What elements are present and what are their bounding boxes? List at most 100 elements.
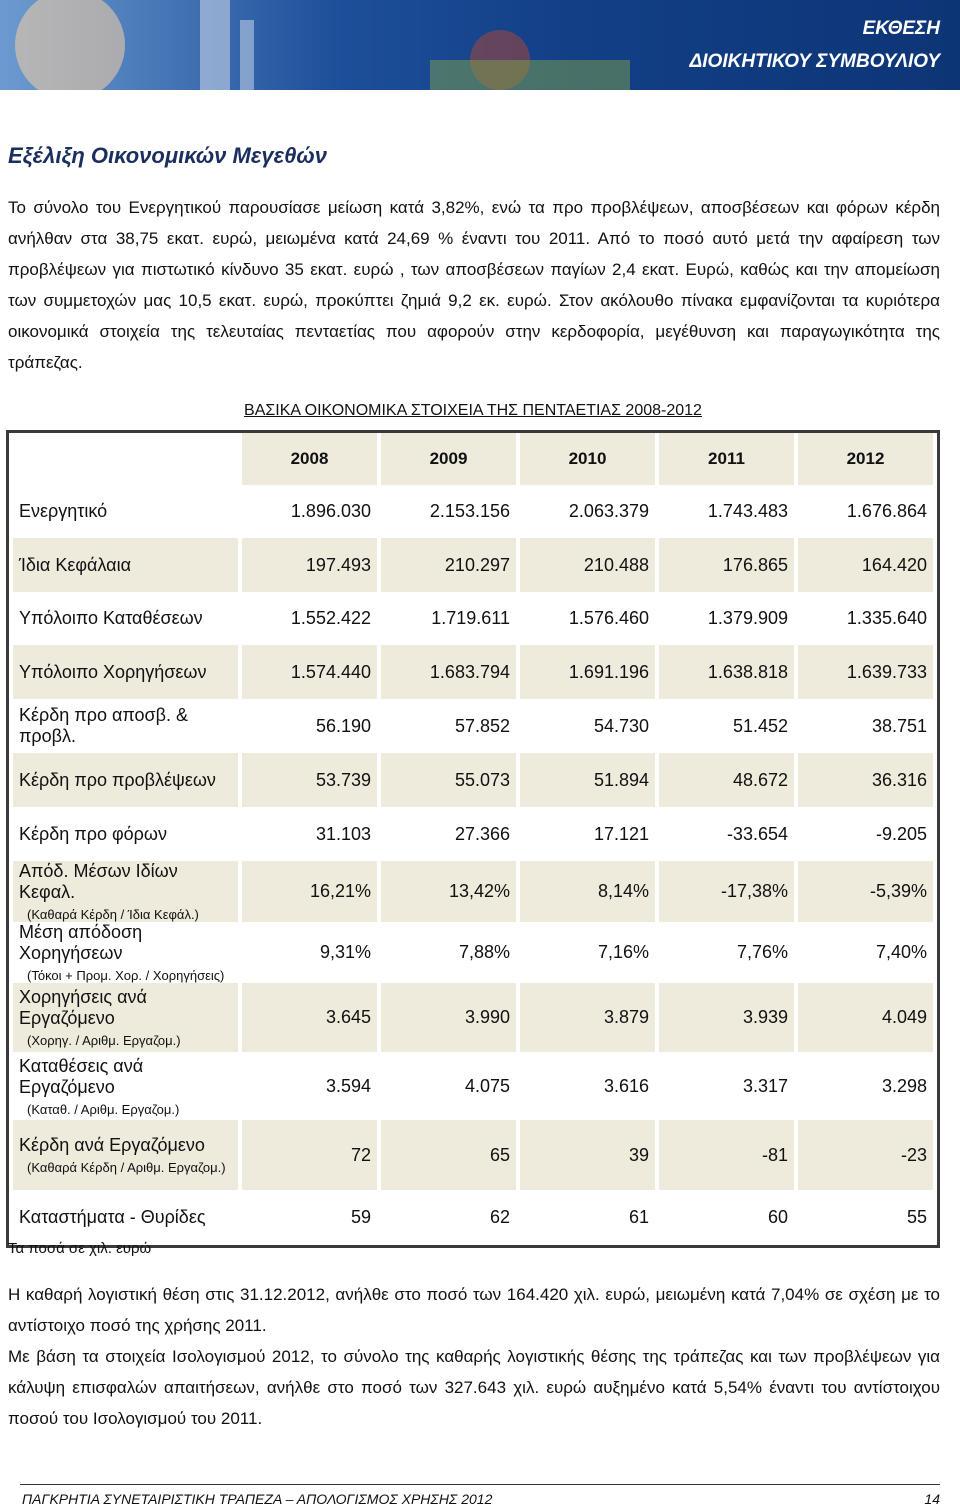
table-row: Ίδια Κεφάλαια 197.493 210.297 210.488 176.86… — [13, 538, 933, 592]
value-cell: 197.493 — [242, 538, 377, 592]
row-label: Κέρδη προ φόρων — [19, 823, 167, 844]
value-cell: 61 — [628, 1207, 649, 1227]
value-cell: 3.317 — [742, 1075, 788, 1096]
row-label-cell: Καταθέσεις ανά Εργαζόμενο (Καταθ. / Αριθμ… — [13, 1052, 238, 1120]
value-cell: -5,39% — [798, 861, 933, 922]
value-cell: 54.730 — [593, 715, 649, 736]
value-cell: 2.063.379 — [568, 501, 649, 521]
table-row: Ενεργητικό 1.896.030 2.153.156 2.063.379 1.7… — [13, 485, 933, 538]
table-row: Μέση απόδοση Χορηγήσεων (Τόκοι + Προμ. Χο… — [13, 922, 933, 983]
paragraph: Η καθαρή λογιστική θέση στις 31.12.2012,… — [8, 1285, 940, 1335]
banner-art — [15, 0, 630, 100]
value-cell: 3.939 — [659, 983, 794, 1052]
value-cell: 9,31% — [319, 942, 371, 962]
value-cell: 7,88% — [458, 942, 510, 962]
row-label-cell: Κέρδη ανά Εργαζόμενο (Καθαρά Κέρδη / Αριθ… — [13, 1120, 238, 1190]
row-label: Καταθέσεις ανά Εργαζόμενο — [19, 1055, 144, 1097]
value-cell: 53.739 — [242, 753, 377, 807]
row-label: Υπόλοιπο Καταθέσεων — [19, 608, 203, 628]
value-cell: 57.852 — [454, 715, 510, 736]
row-label-cell: Κέρδη προ προβλέψεων — [13, 753, 238, 807]
value-cell: -17,38% — [659, 861, 794, 922]
value-cell: 72 — [242, 1120, 377, 1190]
value-cell: 7,40% — [875, 942, 927, 962]
value-cell: 1.719.611 — [431, 608, 510, 628]
row-label-cell: Καταστήματα - Θυρίδες — [13, 1190, 238, 1245]
header-line: ΕΚΘΕΣΗ — [862, 18, 940, 39]
row-label-cell: Ίδια Κεφάλαια — [13, 538, 238, 592]
footer-text: ΠΑΓΚΡΗΤΙΑ ΣΥΝΕΤΑΙΡΙΣΤΙΚΗ ΤΡΑΠΕΖΑ – ΑΠΟΛΟ… — [22, 1491, 493, 1507]
value-cell: 27.366 — [454, 823, 510, 844]
value-cell: 4.075 — [464, 1075, 510, 1096]
table-row: Χορηγήσεις ανά Εργαζόμενο (Χορηγ. / Αριθμ… — [13, 983, 933, 1052]
row-label-cell: Ενεργητικό — [13, 485, 238, 538]
row-label: Υπόλοιπο Χορηγήσεων — [19, 661, 207, 682]
value-cell: 1.743.483 — [707, 501, 788, 521]
value-cell: 7,76% — [736, 942, 788, 962]
value-cell: 62 — [489, 1207, 510, 1227]
value-cell: 7,16% — [597, 942, 649, 962]
row-sublabel: (Τόκοι + Προμ. Χορ. / Χορηγήσεις) — [27, 968, 225, 983]
value-cell: 59 — [350, 1207, 371, 1227]
column-header: 2009 — [381, 433, 516, 485]
value-cell: 1.576.460 — [568, 608, 649, 628]
value-cell: 48.672 — [659, 753, 794, 807]
value-cell: 3.298 — [881, 1075, 927, 1096]
header-banner: ΕΚΘΕΣΗ ΔΙΟΙΚΗΤΙΚΟΥ ΣΥΜΒΟΥΛΙΟΥ — [0, 0, 960, 100]
value-cell: 1.552.422 — [290, 608, 371, 628]
value-cell: 1.683.794 — [381, 645, 516, 699]
value-cell: 13,42% — [381, 861, 516, 922]
value-cell: 176.865 — [659, 538, 794, 592]
value-cell: 8,14% — [520, 861, 655, 922]
page-number: 14 — [924, 1491, 940, 1507]
value-cell: 3.990 — [381, 983, 516, 1052]
row-label: Κέρδη προ προβλέψεων — [19, 769, 216, 790]
row-label: Απόδ. Μέσων Ιδίων Κεφαλ. — [19, 861, 178, 902]
table-row: Κέρδη προ αποσβ. & προβλ. 56.190 57.852 54.… — [13, 699, 933, 753]
value-cell: 210.488 — [520, 538, 655, 592]
value-cell: 31.103 — [315, 823, 371, 844]
row-label-cell: Απόδ. Μέσων Ιδίων Κεφαλ. (Καθαρά Κέρδη / … — [13, 861, 238, 922]
value-cell: 51.452 — [732, 715, 788, 736]
value-cell: 210.297 — [381, 538, 516, 592]
row-label: Κέρδη προ αποσβ. & προβλ. — [19, 705, 189, 746]
row-sublabel: (Καθαρά Κέρδη / Ίδια Κεφάλ.) — [27, 907, 199, 922]
row-sublabel: (Καθαρά Κέρδη / Αριθμ. Εργαζομ.) — [27, 1160, 226, 1175]
row-label-cell: Υπόλοιπο Καταθέσεων — [13, 592, 238, 645]
table-row: Υπόλοιπο Χορηγήσεων 1.574.440 1.683.794 1.6… — [13, 645, 933, 699]
column-header: 2010 — [520, 433, 655, 485]
value-cell: 1.639.733 — [798, 645, 933, 699]
value-cell: 1.335.640 — [846, 608, 927, 628]
table-row: Κέρδη προ προβλέψεων 53.739 55.073 51.894 48… — [13, 753, 933, 807]
value-cell: 4.049 — [798, 983, 933, 1052]
value-cell: 36.316 — [798, 753, 933, 807]
value-cell: 16,21% — [242, 861, 377, 922]
column-header: 2011 — [659, 433, 794, 485]
value-cell: 3.594 — [325, 1075, 371, 1096]
value-cell: -9.205 — [875, 823, 927, 844]
header-cell — [13, 433, 238, 485]
value-cell: 55.073 — [381, 753, 516, 807]
row-label: Ενεργητικό — [19, 501, 108, 521]
row-label: Κέρδη ανά Εργαζόμενο — [19, 1135, 205, 1155]
row-sublabel: (Χορηγ. / Αριθμ. Εργαζομ.) — [27, 1033, 181, 1048]
value-cell: 51.894 — [520, 753, 655, 807]
value-cell: 39 — [520, 1120, 655, 1190]
paragraph: Το σύνολο του Ενεργητικού παρουσίασε μεί… — [8, 198, 940, 372]
row-label: Μέση απόδοση Χορηγήσεων — [19, 922, 143, 963]
value-cell: 164.420 — [798, 538, 933, 592]
row-label: Χορηγήσεις ανά Εργαζόμενο — [19, 987, 147, 1028]
note: Τα ποσά σε χιλ. ευρώ — [8, 1240, 152, 1257]
column-header: 2008 — [242, 433, 377, 485]
row-label-cell: Μέση απόδοση Χορηγήσεων (Τόκοι + Προμ. Χο… — [13, 922, 238, 983]
table-row: Καταθέσεις ανά Εργαζόμενο (Καταθ. / Αριθμ… — [13, 1052, 933, 1120]
table-row: Υπόλοιπο Καταθέσεων 1.552.422 1.719.611 1.5… — [13, 592, 933, 645]
row-sublabel: (Καταθ. / Αριθμ. Εργαζομ.) — [27, 1101, 180, 1117]
value-cell: 1.676.864 — [846, 501, 927, 521]
row-label: Καταστήματα - Θυρίδες — [19, 1207, 206, 1227]
header-row: 2008 2009 2010 2011 2012 — [13, 433, 933, 485]
value-cell: 1.691.196 — [520, 645, 655, 699]
value-cell: 3.616 — [603, 1075, 649, 1096]
data-table: 2008 2009 2010 2011 2012 Ενεργητικό 1.896.030 2… — [6, 430, 940, 1248]
